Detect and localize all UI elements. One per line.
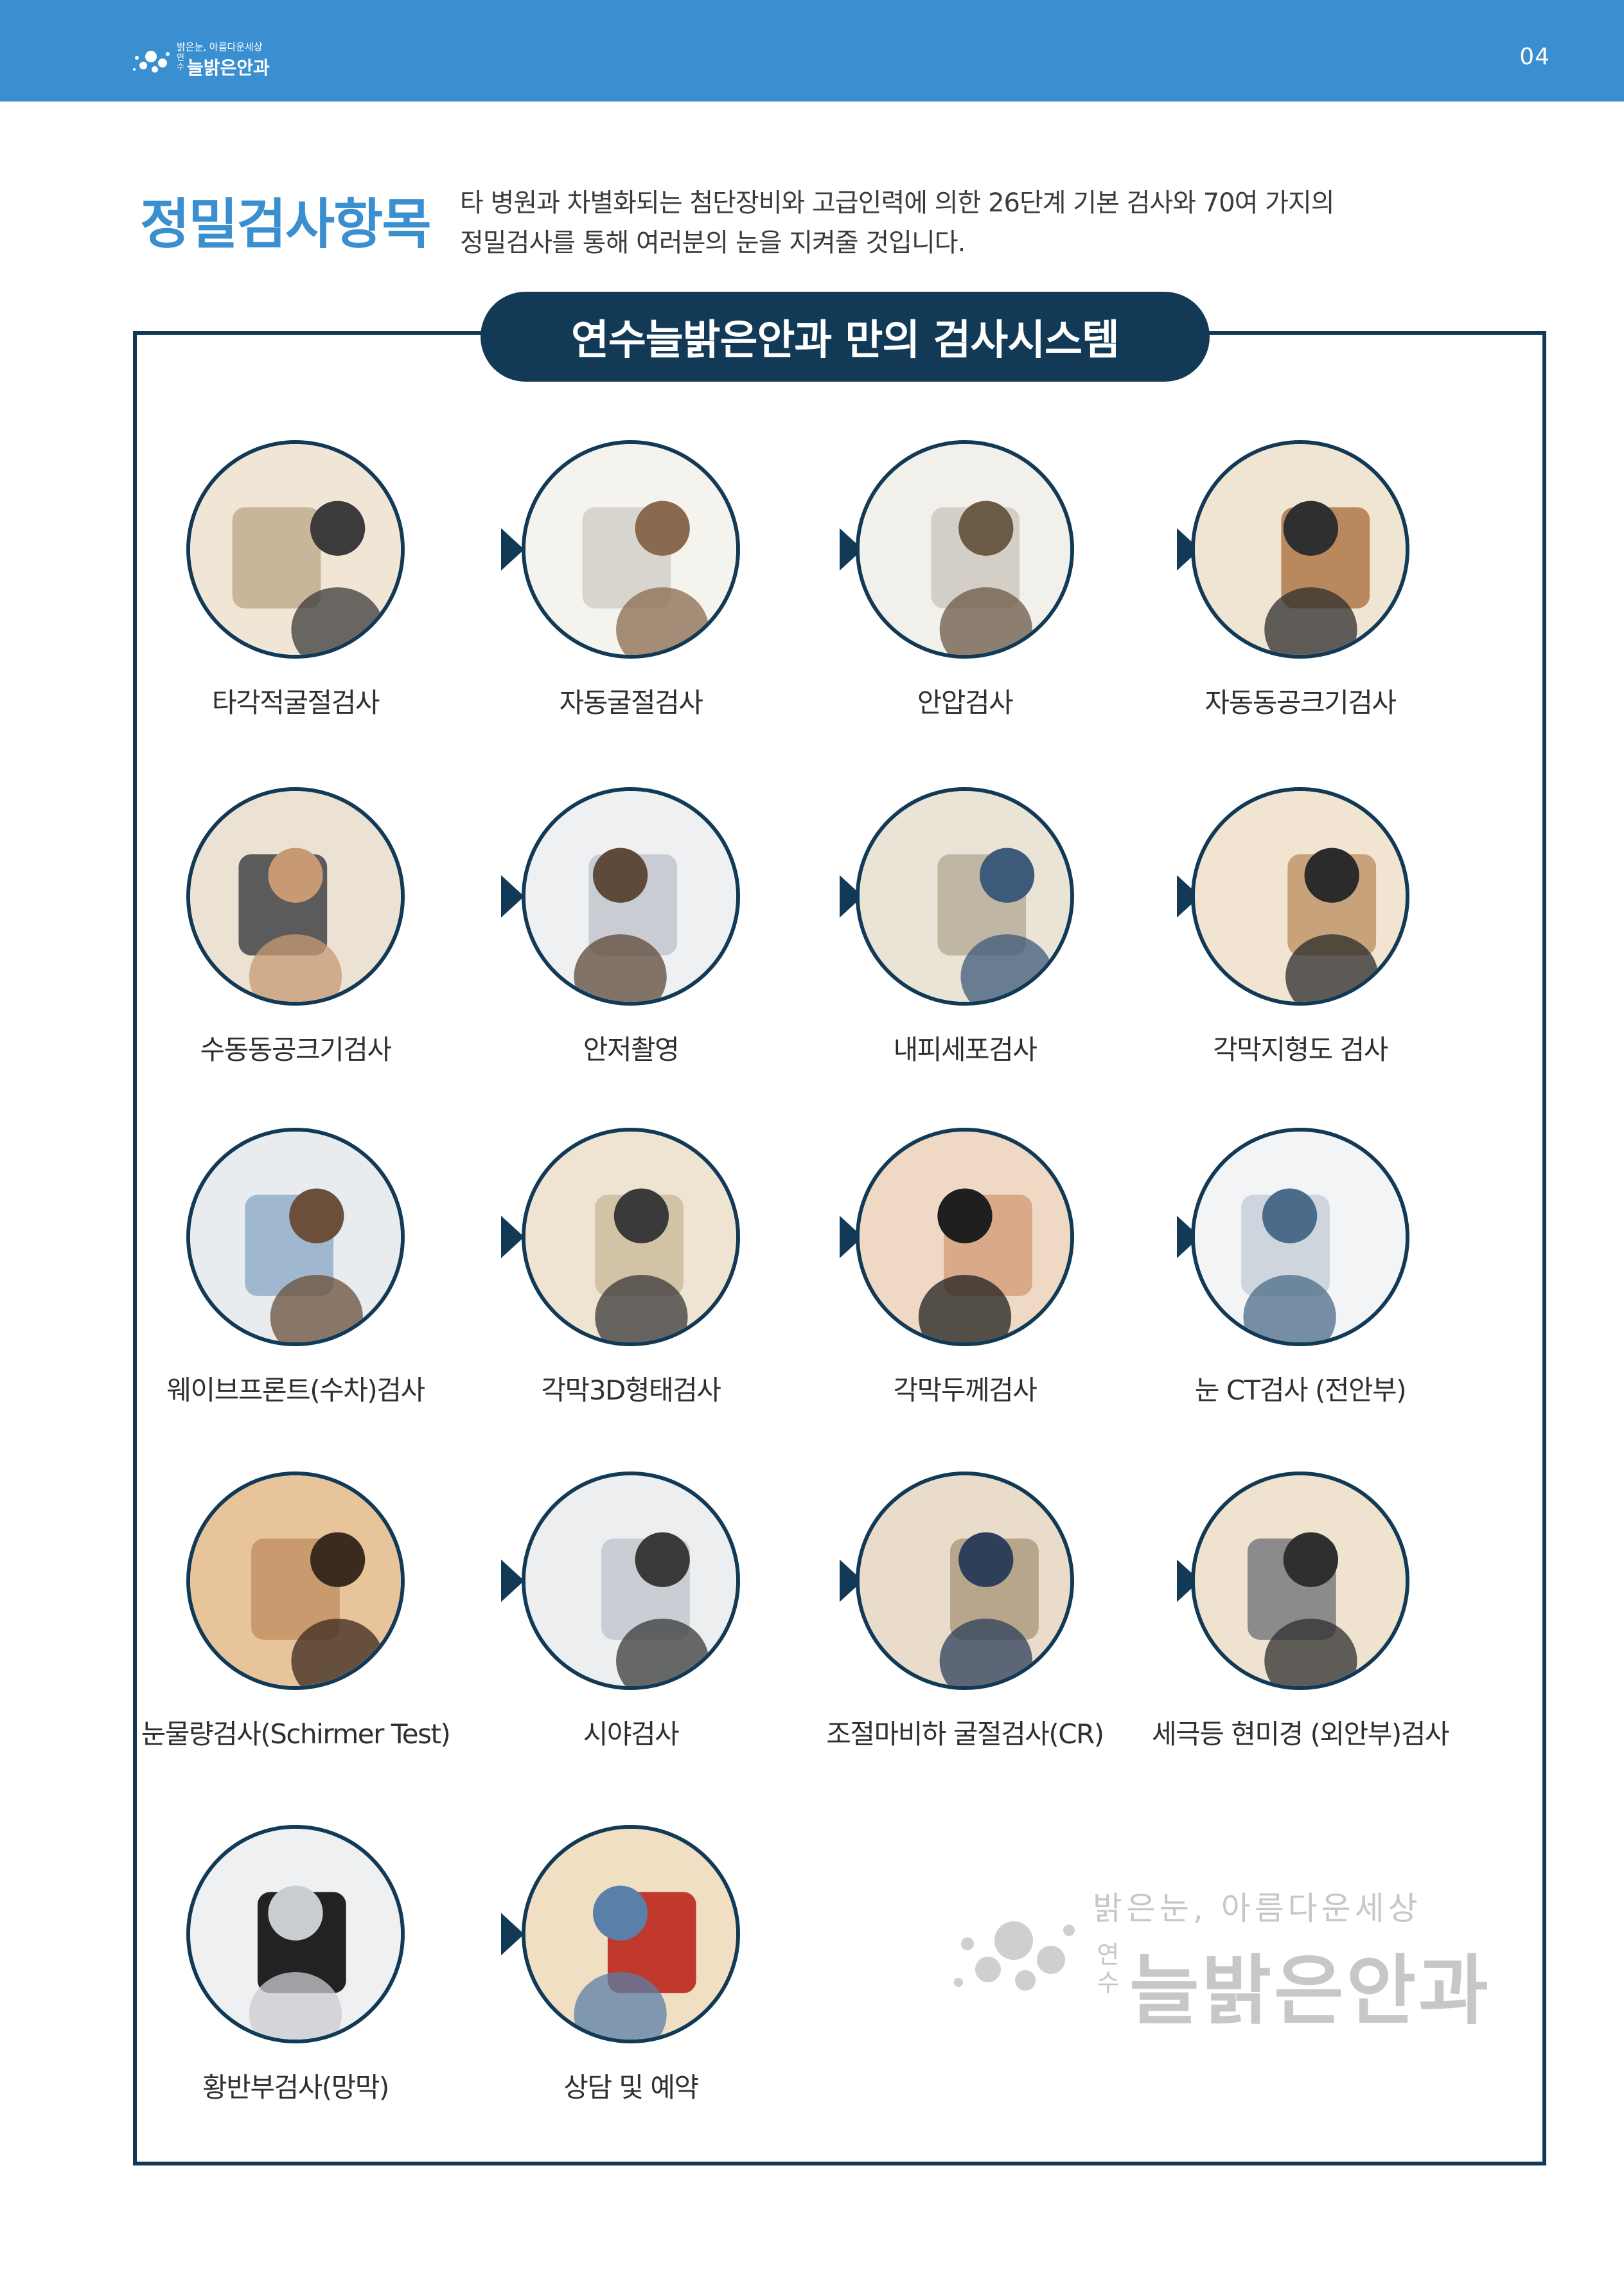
exam-photo	[522, 440, 740, 659]
step-arrow-icon	[501, 1913, 524, 1955]
exam-photo	[1191, 787, 1409, 1006]
intro-line-1: 타 병원과 차별화되는 첨단장비와 고급인력에 의한 26단계 기본 검사와 7…	[460, 188, 1335, 218]
exam-step-label: 각막두께검사	[893, 1374, 1037, 1406]
watermark-slogan: 밝은눈, 아름다운세상	[1093, 1890, 1422, 1927]
exam-photo-illustration	[1195, 1132, 1406, 1342]
exam-photo-illustration	[525, 1475, 736, 1686]
exam-step: 안압검사	[804, 440, 1125, 749]
exam-photo-illustration	[190, 1829, 401, 2040]
watermark-logo: 밝은눈, 아름다운세상 연수 늘밝은안과	[949, 1883, 1488, 2043]
watermark-yeonsu: 연수	[1097, 1941, 1120, 1997]
exam-photo	[186, 1471, 405, 1690]
exam-step: 시야검사	[470, 1471, 791, 1780]
exam-photo	[522, 1128, 740, 1346]
exam-step-label: 웨이브프론트(수차)검사	[166, 1374, 425, 1406]
exam-step: 웨이브프론트(수차)검사	[135, 1128, 456, 1436]
exam-step-label: 시야검사	[583, 1718, 680, 1750]
sparkle-logo-icon	[133, 51, 170, 73]
exam-step: 눈물량검사(Schirmer Test)	[135, 1471, 456, 1780]
intro-line-2: 정밀검사를 통해 여러분의 눈을 지켜줄 것입니다.	[460, 228, 966, 258]
watermark-name: 늘밝은안과	[1129, 1946, 1491, 2035]
step-arrow-icon	[501, 875, 524, 918]
logo-yeonsu: 연수	[177, 53, 184, 72]
exam-step-label: 세극등 현미경 (외안부)검사	[1151, 1718, 1450, 1750]
exam-photo-illustration	[860, 791, 1070, 1002]
exam-photo	[522, 1825, 740, 2043]
exam-photo	[856, 440, 1074, 659]
exam-step-label: 각막지형도 검사	[1213, 1034, 1388, 1065]
exam-photo-illustration	[525, 1132, 736, 1342]
exam-photo	[856, 1128, 1074, 1346]
exam-photo-illustration	[525, 444, 736, 655]
step-arrow-icon	[501, 1216, 524, 1258]
exam-photo	[186, 1128, 405, 1346]
exam-photo-illustration	[860, 1132, 1070, 1342]
exam-step: 내피세포검사	[804, 787, 1125, 1096]
exam-photo	[856, 787, 1074, 1006]
exam-step: 상담 및 예약	[470, 1825, 791, 2133]
exam-step: 각막두께검사	[804, 1128, 1125, 1436]
exam-photo-illustration	[1195, 791, 1406, 1002]
exam-step: 황반부검사(망막)	[135, 1825, 456, 2133]
exam-step-label: 상담 및 예약	[563, 2072, 699, 2103]
exam-step-label: 타각적굴절검사	[212, 687, 380, 718]
exam-step: 자동동공크기검사	[1140, 440, 1461, 749]
exam-step: 조절마비하 굴절검사(CR)	[804, 1471, 1125, 1780]
exam-step-label: 각막3D형태검사	[541, 1374, 721, 1406]
exam-step-label: 황반부검사(망막)	[202, 2072, 389, 2103]
exam-photo-illustration	[525, 1829, 736, 2040]
exam-step: 각막지형도 검사	[1140, 787, 1461, 1096]
exam-photo	[522, 1471, 740, 1690]
exam-step-label: 안저촬영	[583, 1034, 680, 1065]
exam-photo	[186, 787, 405, 1006]
exam-photo	[1191, 440, 1409, 659]
header-bar: 밝은눈, 아름다운세상 연수 늘밝은안과 04	[0, 0, 1624, 102]
logo-slogan: 밝은눈, 아름다운세상	[177, 41, 263, 53]
sparkle-logo-icon	[954, 1921, 1075, 1991]
exam-step: 각막3D형태검사	[470, 1128, 791, 1436]
exam-step: 눈 CT검사 (전안부)	[1140, 1128, 1461, 1436]
exam-step-label: 자동굴절검사	[559, 687, 703, 718]
exam-step-label: 자동동공크기검사	[1205, 687, 1397, 718]
exam-step: 자동굴절검사	[470, 440, 791, 749]
exam-step: 수동동공크기검사	[135, 787, 456, 1096]
exam-photo-illustration	[860, 444, 1070, 655]
exam-photo-illustration	[190, 444, 401, 655]
exam-photo	[522, 787, 740, 1006]
step-arrow-icon	[501, 528, 524, 571]
exam-step-label: 안압검사	[917, 687, 1014, 718]
exam-step-label: 눈 CT검사 (전안부)	[1194, 1374, 1407, 1406]
header-logo[interactable]: 밝은눈, 아름다운세상 연수 늘밝은안과	[132, 37, 286, 82]
exam-photo-illustration	[190, 1132, 401, 1342]
exam-photo	[1191, 1128, 1409, 1346]
step-arrow-icon	[501, 1560, 524, 1602]
section-intro: 타 병원과 차별화되는 첨단장비와 고급인력에 의한 26단계 기본 검사와 7…	[460, 183, 1488, 263]
exam-photo-illustration	[525, 791, 736, 1002]
exam-step: 세극등 현미경 (외안부)검사	[1140, 1471, 1461, 1780]
exam-step: 안저촬영	[470, 787, 791, 1096]
exam-photo	[1191, 1471, 1409, 1690]
exam-photo-illustration	[1195, 444, 1406, 655]
exam-photo-illustration	[860, 1475, 1070, 1686]
exam-photo	[186, 440, 405, 659]
exam-step-label: 내피세포검사	[893, 1034, 1037, 1065]
section-title: 정밀검사항목	[140, 193, 432, 256]
exam-step-label: 조절마비하 굴절검사(CR)	[826, 1718, 1104, 1750]
exam-photo-illustration	[1195, 1475, 1406, 1686]
exam-step: 타각적굴절검사	[135, 440, 456, 749]
exam-step-label: 수동동공크기검사	[200, 1034, 392, 1065]
logo-name: 늘밝은안과	[187, 57, 270, 78]
page-number: 04	[1519, 44, 1550, 70]
exam-photo-illustration	[190, 1475, 401, 1686]
exam-photo-illustration	[190, 791, 401, 1002]
exam-photo	[856, 1471, 1074, 1690]
exam-step-label: 눈물량검사(Schirmer Test)	[141, 1718, 451, 1750]
exam-photo	[186, 1825, 405, 2043]
system-title: 연수늘밝은안과 만의 검사시스템	[474, 285, 1216, 388]
